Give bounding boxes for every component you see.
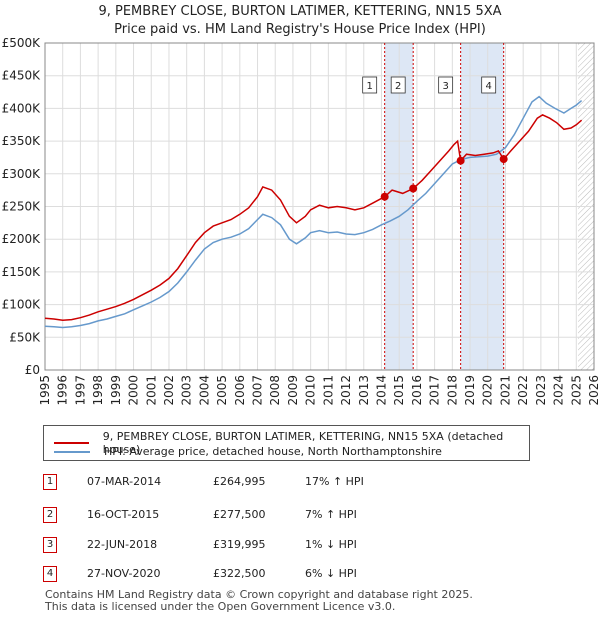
transaction-label-box	[362, 76, 378, 94]
plot-frame	[44, 42, 595, 371]
y-tick-label: £300K	[2, 167, 42, 181]
transaction-badge: 4	[43, 566, 57, 582]
y-tick-label: £0	[25, 363, 40, 377]
x-tick-label: 2009	[286, 375, 300, 406]
x-tick-label: 2002	[162, 375, 176, 406]
y-tick-label: £350K	[2, 134, 42, 148]
transaction-label-box	[481, 76, 497, 94]
x-tick-label: 2008	[268, 375, 282, 406]
transaction-date: 16-OCT-2015	[87, 508, 160, 521]
transaction-label: 1	[366, 81, 372, 92]
transaction-point	[456, 156, 465, 165]
x-tick-label: 1998	[91, 375, 105, 406]
legend-item-price-paid: 9, PEMBREY CLOSE, BURTON LATIMER, KETTER…	[54, 430, 529, 456]
x-tick-label: 1996	[56, 375, 70, 406]
x-tick-label: 2007	[251, 375, 265, 406]
x-tick-label: 2001	[144, 375, 158, 406]
legend: 9, PEMBREY CLOSE, BURTON LATIMER, KETTER…	[43, 425, 530, 461]
transaction-hpi: 6% ↓ HPI	[305, 567, 357, 580]
legend-label-price-paid: 9, PEMBREY CLOSE, BURTON LATIMER, KETTER…	[102, 430, 504, 456]
x-tick-label: 2021	[498, 375, 512, 406]
y-tick-label: £150K	[2, 265, 42, 279]
transaction-point	[499, 155, 508, 164]
x-tick-label: 2006	[233, 375, 247, 406]
x-tick-label: 2012	[339, 375, 353, 406]
legend-label-hpi: HPI: Average price, detached house, Nort…	[104, 445, 442, 458]
legend-swatch-hpi	[54, 450, 90, 453]
hpi-line	[44, 95, 583, 329]
x-tick-label: 2024	[552, 375, 566, 406]
y-tick-label: £400K	[2, 101, 42, 115]
chart-subtitle: Price paid vs. HM Land Registry's House …	[114, 22, 486, 37]
x-tick-label: 2005	[215, 375, 229, 406]
x-tick-label: 2020	[481, 375, 495, 406]
y-tick-label: £100K	[2, 298, 42, 312]
x-tick-label: 2026	[587, 375, 600, 406]
x-tick-label: 1999	[109, 375, 123, 406]
transaction-label-box	[438, 76, 454, 94]
transaction-label-box	[390, 76, 406, 94]
x-tick-label: 2019	[463, 375, 477, 406]
y-tick-label: £250K	[2, 200, 42, 214]
x-tick-label: 2023	[534, 375, 548, 406]
transaction-price: £322,500	[213, 567, 266, 580]
transaction-badge: 1	[43, 474, 57, 490]
x-tick-label: 1997	[73, 375, 87, 406]
x-tick-label: 2014	[374, 375, 388, 406]
x-tick-label: 2000	[127, 375, 141, 406]
chart-plot: 1 2 3 4 £0 £50K £100K £150K £200K £250K £300K £350K…	[2, 36, 600, 406]
transaction-label: 2	[395, 81, 401, 92]
y-tick-label: £450K	[2, 69, 42, 83]
legend-swatch-price-paid	[54, 442, 89, 444]
x-tick-label: 2003	[180, 375, 194, 406]
footer-licence: This data is licensed under the Open Gov…	[45, 600, 396, 613]
transaction-date: 22-JUN-2018	[87, 538, 158, 551]
transaction-hpi: 1% ↓ HPI	[305, 538, 357, 551]
y-tick-label: £50K	[9, 330, 41, 344]
transaction-badge: 3	[43, 537, 57, 553]
transaction-label: 3	[442, 81, 448, 92]
x-tick-label: 2016	[410, 375, 424, 406]
x-tick-label: 2015	[392, 375, 406, 406]
footer: Contains HM Land Registry data © Crown c…	[45, 589, 473, 613]
x-tick-label: 2025	[569, 375, 583, 406]
transaction-hpi: 7% ↑ HPI	[305, 508, 357, 521]
transaction-badge: 2	[43, 507, 57, 523]
transaction-hpi: 17% ↑ HPI	[305, 475, 364, 488]
transaction-label: 4	[485, 81, 491, 92]
legend-item-hpi: HPI: Average price, detached house, Nort…	[54, 445, 442, 458]
x-tick-label: 2011	[321, 375, 335, 406]
x-tick-label: 2013	[357, 375, 371, 406]
x-tick-label: 2010	[304, 375, 318, 406]
transaction-point	[380, 192, 389, 201]
x-tick-label: 1995	[38, 375, 52, 406]
x-tick-label: 2018	[445, 375, 459, 406]
transaction-price: £319,995	[213, 538, 266, 551]
transaction-point	[409, 184, 418, 193]
x-tick-label: 2022	[516, 375, 530, 406]
transaction-date: 27-NOV-2020	[87, 567, 161, 580]
transaction-date: 07-MAR-2014	[87, 475, 162, 488]
y-tick-label: £200K	[2, 232, 42, 246]
x-tick-label: 2017	[428, 375, 442, 406]
x-tick-label: 2004	[197, 375, 211, 406]
transaction-price: £277,500	[213, 508, 266, 521]
chart-title: 9, PEMBREY CLOSE, BURTON LATIMER, KETTER…	[98, 4, 502, 19]
footer-copyright: Contains HM Land Registry data © Crown c…	[45, 588, 473, 601]
transaction-price: £264,995	[213, 475, 266, 488]
y-tick-label: £500K	[2, 36, 42, 50]
